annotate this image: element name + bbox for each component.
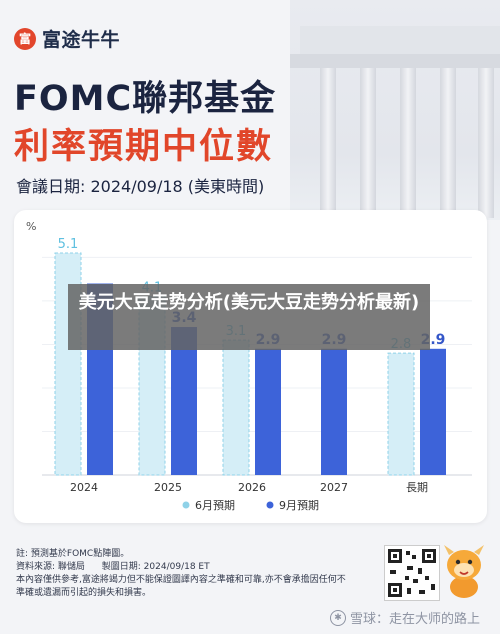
building-backdrop xyxy=(290,0,500,220)
brand: 富 富途牛牛 xyxy=(14,25,120,52)
footer-made-date: 製圖日期: 2024/09/18 ET xyxy=(101,562,210,572)
footer-note: 註: 預測基於FOMC點陣圖。 xyxy=(16,549,130,559)
x-tick-label: 2027 xyxy=(320,481,348,494)
legend-marker xyxy=(182,501,190,509)
bar-june-長期 xyxy=(387,352,415,476)
legend-label: 6月預期 xyxy=(195,499,235,512)
data-label: 5.1 xyxy=(58,237,79,252)
roof xyxy=(300,26,500,54)
pillar xyxy=(360,68,376,218)
legend-marker xyxy=(266,501,274,509)
bar-june-2026 xyxy=(222,339,250,476)
chart-card: %5.14.13.12.83.42.92.92.9202420252026202… xyxy=(14,210,487,523)
watermark: ✱ 雪球：走在大师的路上 xyxy=(330,608,480,627)
title-line-1: FOMC聯邦基金 xyxy=(14,79,277,119)
footer-source-row: 資料來源: 聯儲局 製圖日期: 2024/09/18 ET xyxy=(16,561,346,574)
pillar xyxy=(400,68,416,218)
pillar xyxy=(478,68,494,218)
footer: 註: 預測基於FOMC點陣圖。 資料來源: 聯儲局 製圖日期: 2024/09/… xyxy=(16,548,346,600)
bar-september-長期 xyxy=(420,348,446,475)
pillar xyxy=(320,68,336,218)
pillar xyxy=(440,68,456,218)
x-tick-label: 2026 xyxy=(238,481,266,494)
qr-code-icon[interactable] xyxy=(384,545,440,601)
footer-source: 資料來源: 聯儲局 xyxy=(16,562,85,572)
brand-logo-icon: 富 xyxy=(14,27,36,50)
bar-september-2025 xyxy=(171,327,197,475)
legend-label: 9月預期 xyxy=(279,499,319,512)
x-tick-label: 2024 xyxy=(70,481,98,494)
bar-september-2026 xyxy=(255,348,281,475)
overlay-banner: 美元大豆走势分析(美元大豆走势分析最新) xyxy=(68,284,430,350)
title-line-2: 利率預期中位數 xyxy=(14,127,274,167)
cornice xyxy=(290,54,500,68)
y-axis-label: % xyxy=(26,220,36,233)
brand-name: 富途牛牛 xyxy=(42,29,121,51)
watermark-text: 雪球：走在大师的路上 xyxy=(350,612,481,627)
bull-mascot-icon xyxy=(441,541,487,599)
x-tick-label: 2025 xyxy=(154,481,182,494)
meeting-date: 會議日期: 2024/09/18 (美東時間) xyxy=(16,177,265,196)
bar-september-2027 xyxy=(321,348,347,475)
footer-disclaimer: 本內容僅供參考,富途將竭力但不能保證圖譯內容之準確和可靠,亦不會承擔因任何不準確… xyxy=(16,575,346,598)
snowball-icon: ✱ xyxy=(330,609,346,626)
bar-chart: %5.14.13.12.83.42.92.92.9202420252026202… xyxy=(26,220,472,512)
x-tick-label: 長期 xyxy=(406,481,428,494)
